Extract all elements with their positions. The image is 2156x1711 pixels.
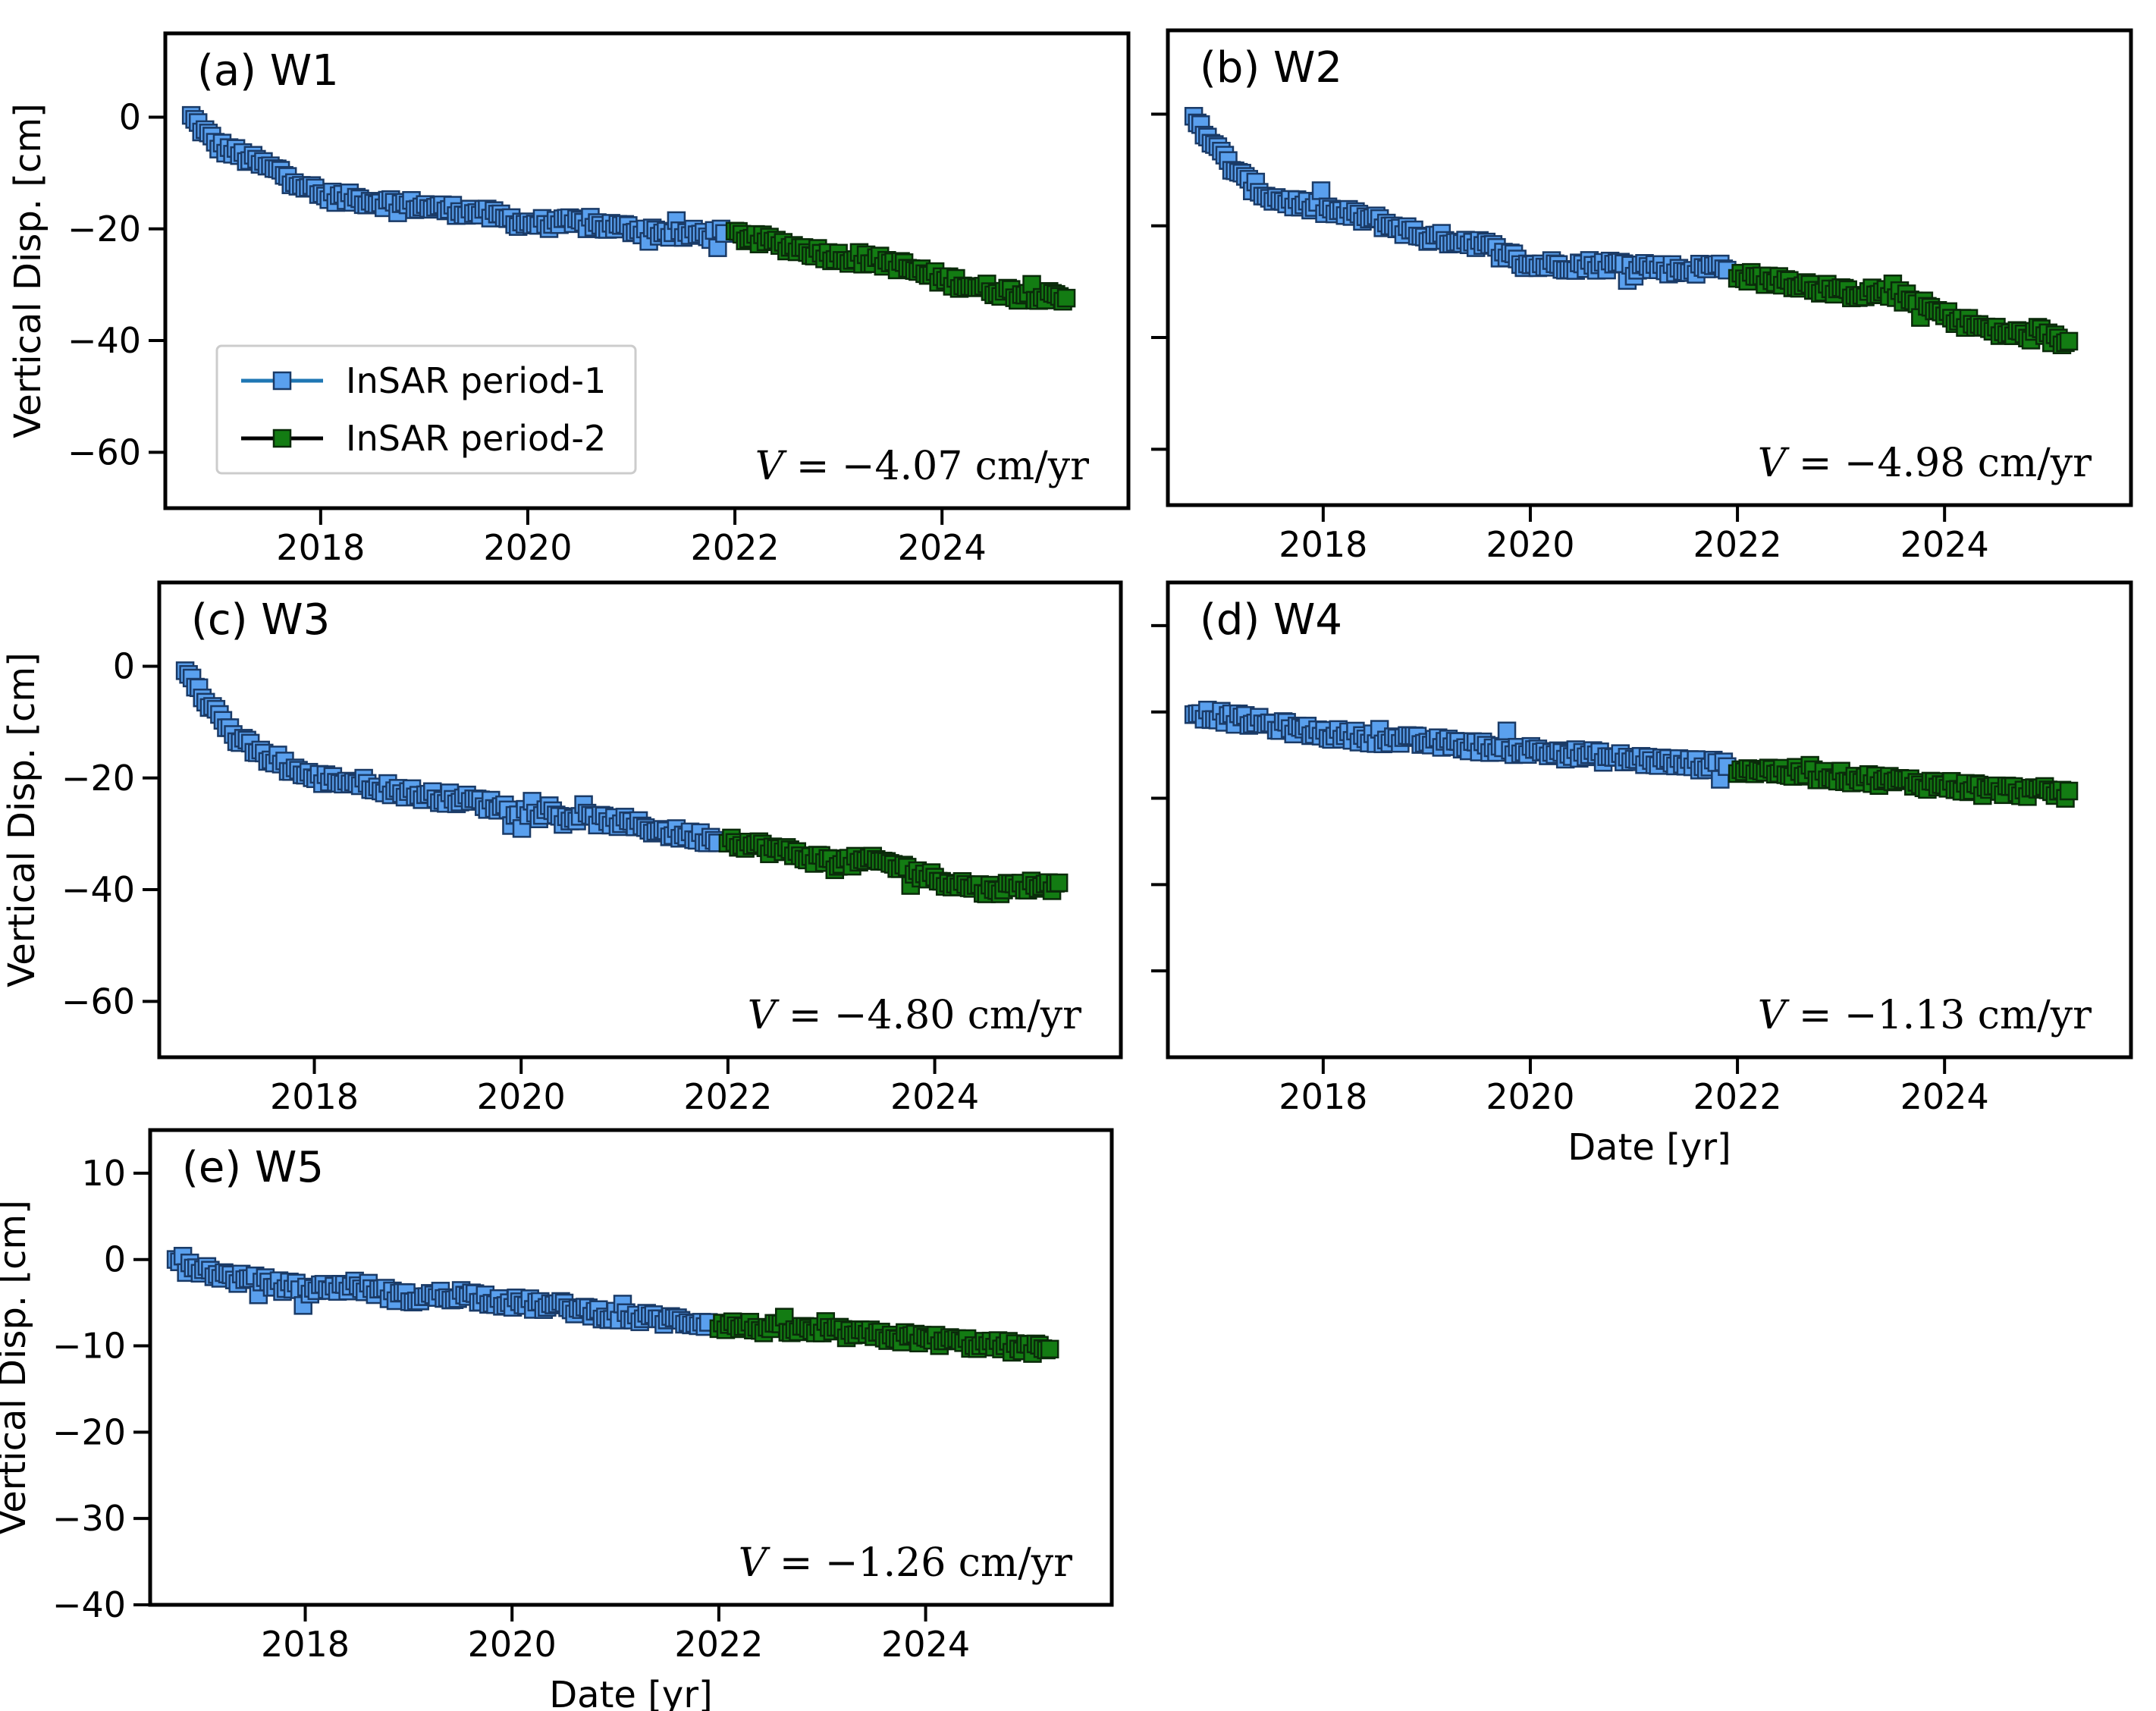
velocity-value: = −4.98 cm/yr (1786, 441, 2092, 486)
panel-c: 2018 2020 2022 2024 0 −20 −40 −60 (c) W3 Vertical… (1, 580, 1123, 1117)
x-tick-label: 2022 (674, 1624, 763, 1665)
legend-marker-period-2 (272, 429, 292, 448)
y-tick-label: −60 (67, 432, 141, 472)
x-tick-label: 2022 (1693, 524, 1782, 565)
legend-label-period-2: InSAR period-2 (346, 418, 606, 459)
x-tick-label: 2018 (1279, 1076, 1367, 1117)
y-tick-label: 0 (113, 645, 135, 686)
x-axis-label: Date [yr] (1568, 1126, 1731, 1169)
panel-title: (b) W2 (1200, 43, 1342, 93)
y-tick-label: −20 (67, 209, 141, 250)
panel-a: 2018 2020 2022 2024 0 −20 −40 −60 (a) W1 Vertical… (7, 31, 1131, 568)
velocity-label: V = −4.98 cm/yr (1758, 441, 2092, 486)
data-point (1311, 181, 1331, 200)
axes-frame (1166, 580, 2133, 1060)
y-tick-label: −20 (52, 1411, 126, 1452)
x-tick-label: 2020 (483, 527, 572, 568)
series-period-1 (166, 1247, 718, 1336)
x-tick-label: 2024 (1900, 1076, 1989, 1117)
axes-frame (148, 1128, 1114, 1607)
velocity-label: V = −4.80 cm/yr (748, 993, 1081, 1038)
data-point (2059, 781, 2079, 801)
legend-box (215, 344, 637, 475)
x-axis-label: Date [yr] (549, 1674, 713, 1711)
series-period-1 (181, 105, 734, 257)
legend-marker-period-1 (272, 371, 292, 391)
velocity-symbol: V (748, 993, 780, 1038)
data-point (1049, 873, 1069, 893)
x-tick-label: 2024 (881, 1624, 970, 1665)
series-period-1 (175, 661, 727, 852)
y-tick-label: −40 (61, 869, 135, 910)
velocity-value: = −4.07 cm/yr (783, 444, 1089, 489)
panel-title: (e) W5 (182, 1143, 324, 1192)
velocity-symbol: V (755, 444, 787, 489)
series-period-2 (1728, 262, 2079, 355)
x-tick-label: 2022 (691, 527, 780, 568)
x-tick-label: 2018 (261, 1624, 350, 1665)
legend-label-period-1: InSAR period-1 (346, 360, 606, 401)
panel-title: (d) W4 (1200, 595, 1342, 645)
velocity-value: = −4.80 cm/yr (776, 993, 1081, 1038)
velocity-value: = −1.26 cm/yr (767, 1540, 1072, 1586)
velocity-symbol: V (1758, 441, 1790, 486)
y-tick-label: −40 (67, 320, 141, 361)
axes-frame (157, 580, 1123, 1060)
x-tick-label: 2018 (276, 527, 365, 568)
panel-e: 2018 2020 2022 2024 10 0 −10 −20 −30 −40 (e) W5 Ver… (0, 1128, 1114, 1711)
panel-title: (a) W1 (197, 46, 339, 96)
x-tick-label: 2018 (270, 1076, 359, 1117)
x-tick-label: 2020 (1486, 1076, 1574, 1117)
x-tick-label: 2022 (1693, 1076, 1782, 1117)
series-period-2 (1728, 755, 2079, 808)
data-point (1040, 1339, 1059, 1359)
y-tick-label: −40 (52, 1584, 126, 1625)
velocity-label: V = −4.07 cm/yr (755, 444, 1089, 489)
y-tick-label: −20 (61, 758, 135, 799)
data-point (2059, 331, 2079, 351)
y-tick-label: −60 (61, 981, 135, 1022)
velocity-value: = −1.13 cm/yr (1786, 993, 2092, 1038)
y-tick-label: −10 (52, 1326, 126, 1367)
x-tick-label: 2018 (1279, 524, 1367, 565)
data-point (1056, 288, 1076, 308)
panel-title: (c) W3 (191, 595, 330, 645)
series-period-2 (725, 221, 1076, 311)
x-tick-label: 2020 (477, 1076, 566, 1117)
series-period-2 (709, 1308, 1059, 1363)
series-period-1 (1184, 107, 1737, 290)
panel-d: 2018 2020 2022 2024 (d) W4 Date [yr] V = −1.13… (1151, 580, 2133, 1169)
y-tick-label: −30 (52, 1498, 126, 1539)
series-period-2 (718, 828, 1069, 903)
velocity-symbol: V (1758, 993, 1790, 1038)
x-tick-label: 2024 (1900, 524, 1989, 565)
velocity-label: V = −1.26 cm/yr (739, 1540, 1072, 1586)
axes-frame (163, 31, 1131, 510)
data-point (1497, 721, 1517, 740)
x-tick-label: 2020 (468, 1624, 557, 1665)
y-axis-label: Vertical Disp. [cm] (0, 1200, 34, 1535)
x-tick-label: 2022 (683, 1076, 772, 1117)
x-tick-label: 2020 (1486, 524, 1574, 565)
y-axis-label: Vertical Disp. [cm] (7, 103, 49, 438)
panel-b: 2018 2020 2022 2024 (b) W2 V = −4.98 cm/yr (1151, 28, 2133, 565)
y-tick-label: 0 (104, 1239, 126, 1280)
y-tick-label: 0 (119, 96, 141, 137)
velocity-label: V = −1.13 cm/yr (1758, 993, 2092, 1038)
x-tick-label: 2024 (898, 527, 987, 568)
x-tick-label: 2024 (890, 1076, 979, 1117)
axes-frame (1166, 28, 2133, 507)
series-period-1 (1184, 700, 1737, 789)
velocity-symbol: V (739, 1540, 770, 1586)
y-axis-label: Vertical Disp. [cm] (1, 652, 43, 987)
y-tick-label: 10 (81, 1153, 126, 1194)
